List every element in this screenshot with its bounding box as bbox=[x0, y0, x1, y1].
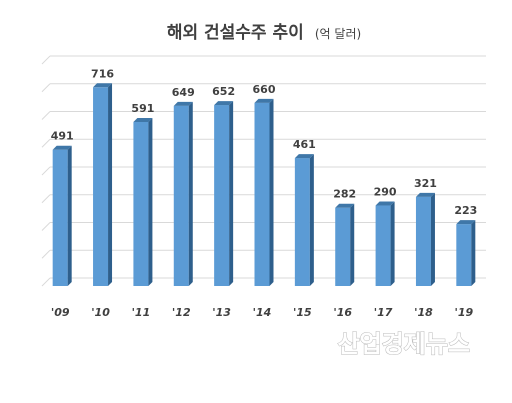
bar-side bbox=[108, 83, 113, 286]
bars bbox=[52, 83, 476, 286]
gridline-edge bbox=[41, 194, 51, 204]
bar-front bbox=[375, 205, 391, 286]
gridline-edge bbox=[41, 222, 51, 231]
bar-side bbox=[148, 117, 153, 286]
bar bbox=[294, 154, 314, 286]
bar bbox=[375, 201, 395, 286]
x-tick-label: '19 bbox=[454, 306, 473, 319]
bar-front bbox=[173, 105, 189, 286]
value-label: 321 bbox=[414, 177, 437, 190]
bar-top bbox=[254, 98, 274, 103]
bar-top bbox=[52, 145, 72, 150]
chart-title-main: 해외 건설수주 추이 bbox=[167, 23, 304, 43]
value-label: 223 bbox=[454, 204, 477, 217]
bar-front bbox=[52, 149, 68, 286]
value-label: 649 bbox=[172, 86, 195, 99]
bar-front bbox=[133, 121, 149, 286]
gridline-edge bbox=[41, 249, 51, 259]
chart-title: 해외 건설수주 추이 (억 달러) bbox=[167, 23, 361, 43]
value-label: 652 bbox=[212, 85, 235, 98]
bar-front bbox=[214, 105, 230, 286]
value-label: 491 bbox=[51, 130, 74, 143]
x-tick-labels: '09 '10 '11 '12 '13 '14 '15 '16 '17 '18 '19 bbox=[51, 306, 474, 319]
bar-top bbox=[415, 192, 435, 197]
bar-front bbox=[294, 158, 310, 286]
x-tick-label: '11 bbox=[132, 306, 151, 319]
bar bbox=[456, 220, 476, 286]
bar-front bbox=[456, 224, 472, 286]
bar bbox=[254, 98, 274, 286]
value-label: 461 bbox=[293, 138, 316, 151]
bar bbox=[214, 101, 234, 286]
bar-side bbox=[229, 101, 234, 286]
bar-side bbox=[471, 220, 476, 286]
bar-top bbox=[173, 101, 193, 106]
bar bbox=[133, 117, 153, 286]
bar bbox=[173, 101, 193, 286]
x-tick-label: '18 bbox=[414, 306, 433, 319]
gridline-edge bbox=[41, 55, 51, 65]
x-tick-label: '10 bbox=[91, 306, 110, 319]
x-tick-label: '14 bbox=[253, 306, 272, 319]
bar-front bbox=[415, 196, 431, 286]
bar bbox=[335, 203, 355, 286]
x-tick-label: '09 bbox=[51, 306, 70, 319]
watermark-logo: 산업경제뉴스 bbox=[338, 330, 470, 358]
gridline-edge bbox=[41, 83, 51, 93]
gridline-edge bbox=[41, 138, 51, 148]
bar bbox=[52, 145, 72, 286]
bar-top bbox=[456, 220, 476, 225]
bar-side bbox=[188, 101, 193, 286]
value-label: 282 bbox=[333, 188, 356, 201]
bar-side bbox=[350, 203, 355, 286]
bar-top bbox=[375, 201, 395, 206]
x-tick-label: '13 bbox=[212, 306, 231, 319]
value-label: 660 bbox=[253, 83, 276, 96]
x-tick-label: '17 bbox=[374, 306, 393, 319]
bar-side bbox=[390, 201, 395, 286]
x-tick-label: '16 bbox=[333, 306, 352, 319]
bar bbox=[93, 83, 113, 286]
gridline-edge bbox=[41, 111, 51, 120]
bar-top bbox=[294, 154, 314, 159]
value-label: 716 bbox=[91, 67, 114, 80]
value-labels: 491 716 591 649 652 660 461 282 290 321 223 bbox=[51, 67, 478, 217]
bar-top bbox=[93, 83, 113, 88]
bar-top bbox=[214, 101, 234, 106]
bar-front bbox=[335, 207, 351, 286]
bar bbox=[415, 192, 435, 286]
gridline-edge bbox=[41, 166, 51, 176]
bar-front bbox=[254, 102, 270, 286]
x-tick-label: '15 bbox=[293, 306, 312, 319]
value-label: 591 bbox=[131, 102, 154, 115]
x-tick-label: '12 bbox=[172, 306, 191, 319]
bar-side bbox=[269, 98, 274, 286]
bar-top bbox=[335, 203, 355, 208]
bar-side bbox=[309, 154, 314, 286]
gridline-edge bbox=[41, 277, 51, 287]
chart-title-unit: (억 달러) bbox=[315, 27, 361, 41]
value-label: 290 bbox=[374, 186, 397, 199]
bar-side bbox=[430, 192, 435, 286]
bar-top bbox=[133, 117, 153, 122]
bar-front bbox=[93, 87, 109, 286]
bar-side bbox=[67, 145, 72, 286]
